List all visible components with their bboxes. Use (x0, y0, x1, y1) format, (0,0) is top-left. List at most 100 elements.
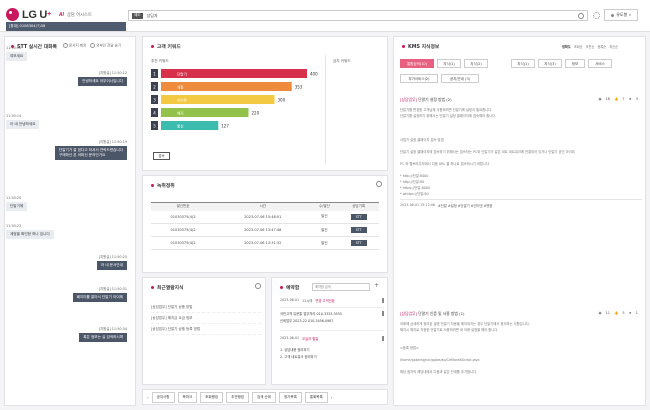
global-search-bar[interactable]: 제도 상담자 (128, 10, 588, 21)
like-icon[interactable]: 👍 (614, 97, 619, 101)
sort-views[interactable]: 조회순 (573, 45, 583, 49)
col-record: 상담기록 (338, 202, 379, 211)
message-bubble: 단말기에 (6, 202, 28, 211)
keyword-value: 400 (310, 71, 318, 76)
card-tags[interactable]: #단말 #설정 #단말기 #인터넷 #변환 (438, 204, 493, 208)
list-item[interactable]: [상담업무] 단말기 상품 방법 (151, 302, 261, 313)
rank-badge (151, 69, 158, 78)
stt-message-list[interactable]: 11:50:10 여보세요 [지원실] 11:50:12 안녕하세요 아무이너입니다 1… (6, 36, 127, 400)
kms-tab[interactable]: 지식(1) (437, 59, 461, 68)
pin-icon[interactable] (382, 298, 384, 303)
kms-tab[interactable]: 부가서비스(2) (400, 74, 438, 83)
brand-logo[interactable]: LG U + AI 상담 어시스트 (6, 8, 92, 21)
card-title[interactable]: 단말기 인증 및 사용 방법 (1) (418, 311, 465, 316)
tab-bookmark[interactable]: 북마크 (177, 391, 198, 403)
message-time: [지원실] 11:50:19 (98, 140, 127, 144)
sort-latest[interactable]: 최신순 (609, 45, 619, 49)
title-dot-icon (151, 286, 154, 289)
sort-recommend[interactable]: 추천순 (585, 45, 595, 49)
search-input[interactable]: 상담자 (146, 12, 158, 18)
title-dot-icon (280, 286, 283, 289)
keyword-bar[interactable] (161, 69, 307, 78)
reservation-item[interactable]: 2023-06-01 오늘의 할일 1. 상담내용 정리하기 2. 고객 네트워… (280, 336, 384, 372)
message-time: [지원실] 11:50:25 (98, 255, 127, 259)
kms-tab[interactable]: 정보 (565, 59, 585, 68)
kms-tab[interactable]: 지식(3) (538, 59, 562, 68)
search-icon[interactable] (578, 12, 584, 19)
add-reservation-button[interactable]: + (374, 282, 380, 289)
kms-tab[interactable]: 공지/안내 (3) (441, 74, 479, 83)
table-row[interactable]: 01030375(4)2 2023-07-06 13:31:32 발신 STT (151, 236, 379, 250)
message-time: 11:50:23 (6, 224, 22, 228)
reservation-search-input[interactable]: 예약함 검색 (312, 283, 370, 291)
tab-notice[interactable]: 공지사항 (151, 391, 175, 403)
keyword-bar[interactable] (161, 121, 219, 130)
star-icon[interactable]: ★ (628, 97, 632, 101)
keyword-bar[interactable] (161, 95, 275, 104)
tab-call-list[interactable]: 통화목록 (304, 391, 328, 403)
table-row[interactable]: 01030375(4)2 2023-07-06 13:47:48 발신 STT (151, 223, 379, 237)
keyword-bar[interactable] (161, 82, 292, 91)
keyword-connect-button[interactable]: 접속 (153, 152, 170, 160)
cell-dir: 발신 (310, 210, 339, 224)
tab-recommend-ranking[interactable]: 추천랭킹 (226, 391, 249, 403)
message-bubble: 계정을 확인한 하나 입니다 (6, 230, 54, 239)
stt-panel: STT 실시간 대화록 문서지 제외 외부인 전달 숨기 (4, 36, 136, 406)
rank-badge (151, 82, 158, 91)
gear-icon[interactable] (593, 12, 600, 19)
sort-accuracy[interactable]: 정확도 (562, 45, 571, 49)
refresh-icon[interactable] (376, 181, 382, 187)
list-item[interactable]: [상담업무] 단말기 상품 등록 방법 (151, 324, 261, 335)
prev-arrow-icon[interactable]: ‹ (147, 394, 149, 400)
cell-record: STT (338, 210, 379, 224)
message-time: 11:50:20 (6, 196, 22, 200)
star-icon[interactable]: ★ (628, 311, 632, 315)
message-time: 11:50:14 (6, 114, 22, 118)
kms-tab-all[interactable]: 통합검색(10) (400, 59, 434, 68)
stt-message: [지원실] 11:50:31 폐지미를 알아서 단말기 아이제 (6, 286, 127, 302)
cell-time: 2023-07-06 13:47:48 (215, 223, 311, 237)
card-footer: 2023-06-01 15:12:06 #단말 #설정 #단말기 #인터넷 #변… (400, 203, 642, 208)
reservation-item[interactable]: 국민고객 유문통 업무처리 010-3333-5555 신뢰업무 2023-22… (280, 311, 384, 331)
keyword-value: 220 (252, 110, 260, 115)
next-arrow-icon[interactable]: › (330, 394, 333, 400)
search-category-tag[interactable]: 제도 (132, 12, 143, 19)
keyword-label: 개통 (177, 84, 184, 89)
kms-tab[interactable]: 지식(2) (464, 59, 488, 68)
tab-search-rank[interactable]: 검색 순위 (251, 391, 276, 403)
reservation-item[interactable]: 2023-06-01 12시에 변경 고객전환 (280, 298, 384, 308)
kms-tab[interactable]: 지식(1) (511, 59, 535, 68)
pin-icon[interactable] (382, 336, 384, 341)
card-date: 2023-06-01 15:12:06 (400, 203, 436, 207)
title-dot-icon (151, 45, 154, 48)
kms-result-card[interactable]: [상담업무] 단말기 인증 및 사용 방법 (1) ◉ 11 👍 5 ★ 1 아래에 … (400, 311, 642, 375)
stt-button[interactable]: STT (350, 213, 367, 220)
like-icon[interactable]: 👍 (614, 311, 619, 315)
cell-number: 01030375(4)2 (151, 236, 216, 250)
tab-view-ranking[interactable]: 조회랭킹 (200, 391, 224, 403)
body-line: <등록 방법> (400, 346, 419, 350)
kms-tab[interactable]: 서비스 (588, 59, 612, 68)
stt-button[interactable]: STT (350, 227, 367, 233)
list-item[interactable]: [상담업무] 해지금 요금 정보 (151, 313, 261, 324)
card-title[interactable]: 단말기 설정 방법 (2) (418, 97, 452, 102)
user-menu-button[interactable]: 유도봉 ▾ (604, 9, 638, 21)
rank-label: 5 (153, 123, 156, 128)
sort-registered[interactable]: 등록순 (597, 45, 607, 49)
refresh-icon[interactable] (255, 283, 261, 289)
pin-icon[interactable] (382, 311, 384, 316)
card-category: [상담업무] (400, 97, 417, 102)
cell-record: STT (338, 236, 379, 250)
kms-result-card[interactable]: [상담업무] 단말기 설정 방법 (2) ◉ 16 👍 7 ★ 3 단말기를 변경한 … (400, 97, 642, 208)
cell-number: 01030375(4)2 (151, 210, 216, 224)
table-row[interactable]: 01030375(4)2 2023-07-06 15:48:01 발신 STT (151, 210, 379, 224)
stt-button[interactable]: STT (350, 240, 367, 246)
keyword-label: 아이폰 (177, 97, 188, 102)
stt-option-1[interactable]: 문서지 제외 (63, 43, 86, 49)
stt-option-2[interactable]: 외부인 전달 숨기 (90, 43, 121, 49)
title-dot-icon (151, 184, 154, 187)
keyword-bar[interactable] (161, 108, 249, 117)
tab-price-list[interactable]: 정가목록 (278, 391, 302, 403)
bottom-tab-bar: ‹ 공지사항 북마크 조회랭킹 추천랭킹 검색 순위 정가목록 통화목록 › (142, 389, 388, 405)
rank-label: 1 (153, 71, 156, 76)
